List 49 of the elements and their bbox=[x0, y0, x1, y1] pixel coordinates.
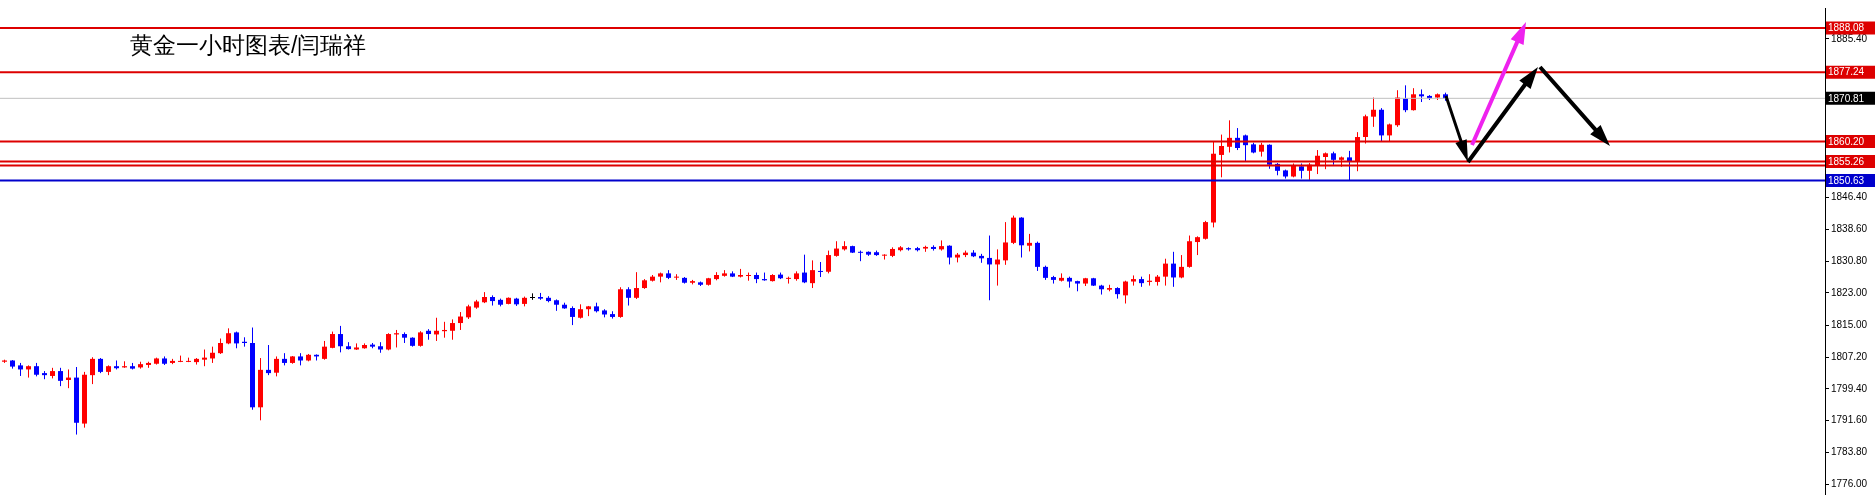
y-tick-label: 1823.00 bbox=[1831, 286, 1868, 298]
candlestick bbox=[1403, 84, 1408, 113]
y-tick-label: 1776.00 bbox=[1831, 477, 1868, 489]
candlestick bbox=[882, 253, 887, 261]
candlestick bbox=[987, 235, 992, 301]
candlestick bbox=[338, 325, 343, 353]
candlestick bbox=[626, 286, 631, 307]
candlestick bbox=[1163, 258, 1168, 287]
y-tick-label: 1815.00 bbox=[1831, 319, 1868, 331]
candlestick bbox=[1219, 134, 1224, 178]
y-tick-label: 1830.80 bbox=[1831, 254, 1868, 266]
candlestick bbox=[802, 254, 807, 284]
ref-line-label: 1855.26 bbox=[1828, 155, 1865, 167]
text: 黄金一小时图表/闫瑞祥 bbox=[130, 31, 367, 60]
y-tick-label: 1791.60 bbox=[1831, 414, 1868, 426]
candlestick bbox=[1195, 235, 1200, 256]
candlestick bbox=[266, 344, 271, 376]
candlestick bbox=[90, 356, 95, 385]
candlestick bbox=[1347, 150, 1352, 182]
candlestick bbox=[1123, 280, 1128, 305]
candlestick bbox=[322, 340, 327, 361]
candlestick bbox=[1267, 143, 1272, 170]
candlestick bbox=[1371, 97, 1376, 128]
candlestick bbox=[450, 318, 455, 341]
ref-line-label: 1888.08 bbox=[1828, 22, 1865, 34]
candlestick bbox=[1179, 254, 1184, 279]
candlestick bbox=[1003, 221, 1008, 266]
y-tick-label: 1838.60 bbox=[1831, 223, 1868, 235]
candlestick bbox=[58, 367, 63, 387]
candlestick bbox=[634, 271, 639, 300]
y-tick-label: 1885.40 bbox=[1831, 32, 1868, 44]
y-tick-label: 1783.80 bbox=[1831, 446, 1868, 458]
candlestick bbox=[826, 250, 831, 274]
ref-line-label: 1850.63 bbox=[1828, 174, 1865, 186]
y-tick-label: 1846.40 bbox=[1831, 191, 1868, 203]
y-tick-label: 1807.20 bbox=[1831, 350, 1868, 362]
candlestick bbox=[1171, 251, 1176, 288]
candlestick bbox=[1363, 114, 1368, 145]
candlestick bbox=[947, 244, 952, 265]
ref-line-label: 1860.20 bbox=[1828, 135, 1865, 147]
candlestick bbox=[1203, 220, 1208, 241]
candlestick bbox=[818, 261, 823, 278]
candlestick bbox=[570, 305, 575, 326]
candlestick bbox=[274, 355, 279, 377]
ref-line-label: 1870.81 bbox=[1828, 92, 1865, 104]
candlestick bbox=[810, 259, 815, 289]
y-tick-label: 1799.40 bbox=[1831, 382, 1868, 394]
candlestick bbox=[1411, 87, 1416, 112]
ref-line-label: 1877.24 bbox=[1828, 66, 1865, 78]
